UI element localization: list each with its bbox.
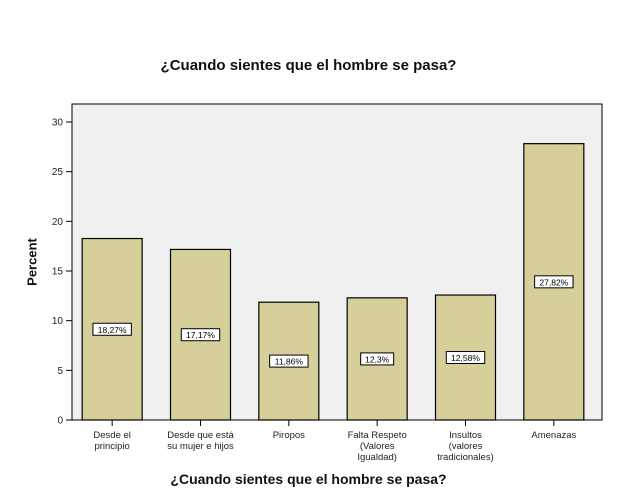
x-axis-label: ¿Cuando sientes que el hombre se pasa? <box>170 471 447 487</box>
data-label-box-2 <box>269 354 309 368</box>
chart-title: ¿Cuando sientes que el hombre se pasa? <box>160 57 457 74</box>
data-label-box-4 <box>445 351 486 365</box>
y-tick-label-30: 30 <box>52 118 64 129</box>
data-label-box-5 <box>534 275 574 289</box>
data-label-0: 18,27% <box>98 325 127 335</box>
x-tick-label-1: Desde que está su mujer e hijos <box>167 430 234 452</box>
data-label-box-3 <box>360 352 395 366</box>
data-label-box-0 <box>92 322 132 336</box>
data-label-3: 12,3% <box>365 354 390 364</box>
y-tick-label-5: 5 <box>57 366 63 377</box>
x-tick-label-5: Amenazas <box>531 430 577 441</box>
data-label-2: 11,86% <box>275 357 304 367</box>
y-tick-label-0: 0 <box>57 416 63 427</box>
y-tick-label-20: 20 <box>52 217 64 228</box>
data-label-1: 17,17% <box>186 330 215 340</box>
data-label-5: 27,82% <box>539 277 568 287</box>
y-tick-label-10: 10 <box>52 316 64 327</box>
x-tick-label-3: Falta Respeto (Valores Igualdad) <box>347 430 407 463</box>
x-tick-label-2: Piropos <box>272 430 305 441</box>
plot-frame <box>71 103 603 421</box>
data-label-box-1 <box>180 328 221 342</box>
data-label-4: 12,58% <box>451 353 480 363</box>
x-tick-label-0: Desde el principio <box>93 430 131 452</box>
y-tick-label-25: 25 <box>52 167 64 178</box>
x-tick-label-4: Insultos (valores tradicionales) <box>437 430 494 463</box>
y-tick-label-15: 15 <box>52 267 64 278</box>
